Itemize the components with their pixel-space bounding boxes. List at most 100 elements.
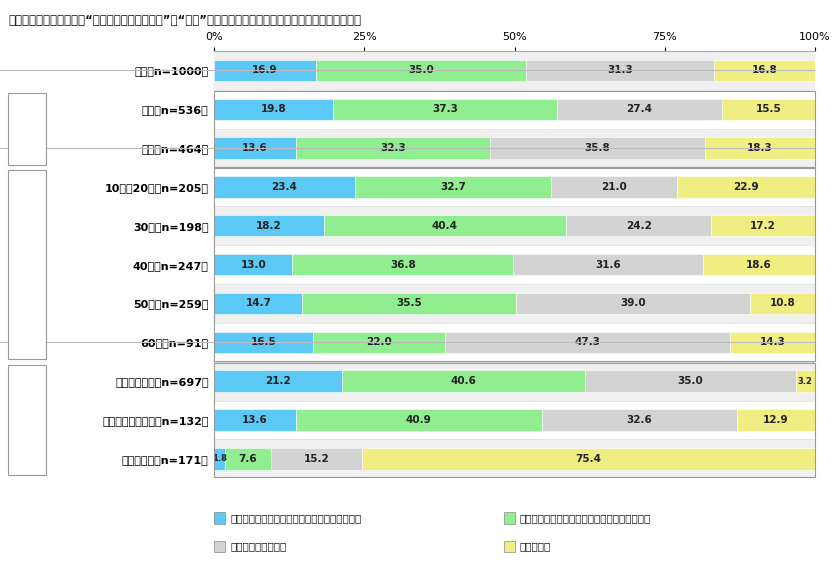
Text: 12.9: 12.9 [764,415,789,425]
Bar [214,293,302,314]
Bar [214,401,815,439]
Text: 16.5: 16.5 [251,337,276,348]
Bar [214,362,815,478]
Bar [316,59,526,81]
Text: 年
代
別: 年 代 別 [24,248,30,281]
Bar [214,168,815,207]
Bar [557,98,722,120]
Bar [711,215,815,237]
Text: 16.8: 16.8 [752,65,777,75]
Text: 47.3: 47.3 [575,337,601,348]
Bar [214,215,323,237]
Bar [566,215,711,237]
Text: 35.8: 35.8 [585,143,610,153]
Text: 27.4: 27.4 [627,104,653,114]
Bar [214,254,292,275]
Bar [795,371,815,392]
Bar [214,448,225,470]
Text: 17.2: 17.2 [750,221,776,231]
Text: 15.5: 15.5 [755,104,781,114]
Text: 14.3: 14.3 [759,337,785,348]
Text: 39.0: 39.0 [620,298,646,308]
Bar [296,138,490,158]
Text: 24.2: 24.2 [626,221,652,231]
Bar [516,293,750,314]
Text: 31.3: 31.3 [607,65,633,75]
Text: 18.2: 18.2 [256,221,281,231]
Bar [677,176,815,198]
Bar [551,176,677,198]
Text: 13.6: 13.6 [242,143,268,153]
Text: 3.2: 3.2 [798,376,812,385]
Text: 40.9: 40.9 [406,415,432,425]
Text: 15.2: 15.2 [303,454,329,464]
Bar [214,323,815,362]
Bar [214,91,815,167]
Text: どちらとも言えない: どちらとも言えない [230,541,286,551]
Bar [214,371,342,392]
Bar [526,59,714,81]
Bar [214,98,333,120]
Text: 32.7: 32.7 [440,182,466,192]
Text: 商品を購入するときに、“温室効果ガス削減効果”と“価格”ではどちらを重視して選ぶか　［単一回答形式］: 商品を購入するときに、“温室効果ガス削減効果”と“価格”ではどちらを重視して選ぶ… [8,14,361,27]
Bar [354,176,551,198]
Bar [313,332,445,353]
Bar [225,448,270,470]
Bar [214,332,313,353]
Bar [214,207,815,245]
Bar [323,215,566,237]
Bar [214,245,815,284]
Bar [513,254,703,275]
Bar [214,138,296,158]
Bar [362,448,815,470]
Text: 取
り
組
み
意
向: 取 り 組 み 意 向 [24,386,30,454]
Text: 16.9: 16.9 [252,65,278,75]
Text: 40.4: 40.4 [432,221,458,231]
Bar [270,448,362,470]
Text: 32.3: 32.3 [380,143,406,153]
Text: 温室効果ガス削減効果よりも、価格を重視する: 温室効果ガス削減効果よりも、価格を重視する [520,513,651,523]
Bar [214,128,815,168]
Text: 22.9: 22.9 [733,182,759,192]
Text: 13.0: 13.0 [240,260,266,269]
Bar [214,90,815,128]
Text: 75.4: 75.4 [575,454,601,464]
Text: 35.0: 35.0 [408,65,433,75]
Text: 男
女
別: 男 女 別 [24,112,30,145]
Bar [738,409,815,431]
Bar [214,51,815,90]
Text: 18.3: 18.3 [747,143,773,153]
Text: 21.2: 21.2 [265,376,291,386]
Text: 21.0: 21.0 [601,182,627,192]
Bar [302,293,516,314]
Text: 35.5: 35.5 [396,298,422,308]
Text: 35.0: 35.0 [678,376,703,386]
Text: 23.4: 23.4 [271,182,297,192]
Text: 1.8: 1.8 [213,454,227,464]
Bar [296,409,542,431]
Text: 価格よりも、温室効果ガス削減効果を重視する: 価格よりも、温室効果ガス削減効果を重視する [230,513,361,523]
Bar [705,138,815,158]
Text: 32.6: 32.6 [627,415,653,425]
Text: 31.6: 31.6 [596,260,621,269]
Text: 40.6: 40.6 [450,376,476,386]
Bar [214,439,815,478]
Bar [542,409,738,431]
Bar [722,98,815,120]
Bar [729,332,816,353]
Bar [292,254,513,275]
Bar [214,59,316,81]
Bar [703,254,815,275]
Text: 36.8: 36.8 [390,260,416,269]
Bar [342,371,585,392]
Bar [750,293,815,314]
Bar [214,176,354,198]
Text: 7.6: 7.6 [239,454,257,464]
Bar [214,284,815,323]
Text: 37.3: 37.3 [433,104,458,114]
Bar [490,138,705,158]
Text: 18.6: 18.6 [746,260,772,269]
Bar [445,332,729,353]
Bar [214,362,815,401]
Bar [214,409,296,431]
